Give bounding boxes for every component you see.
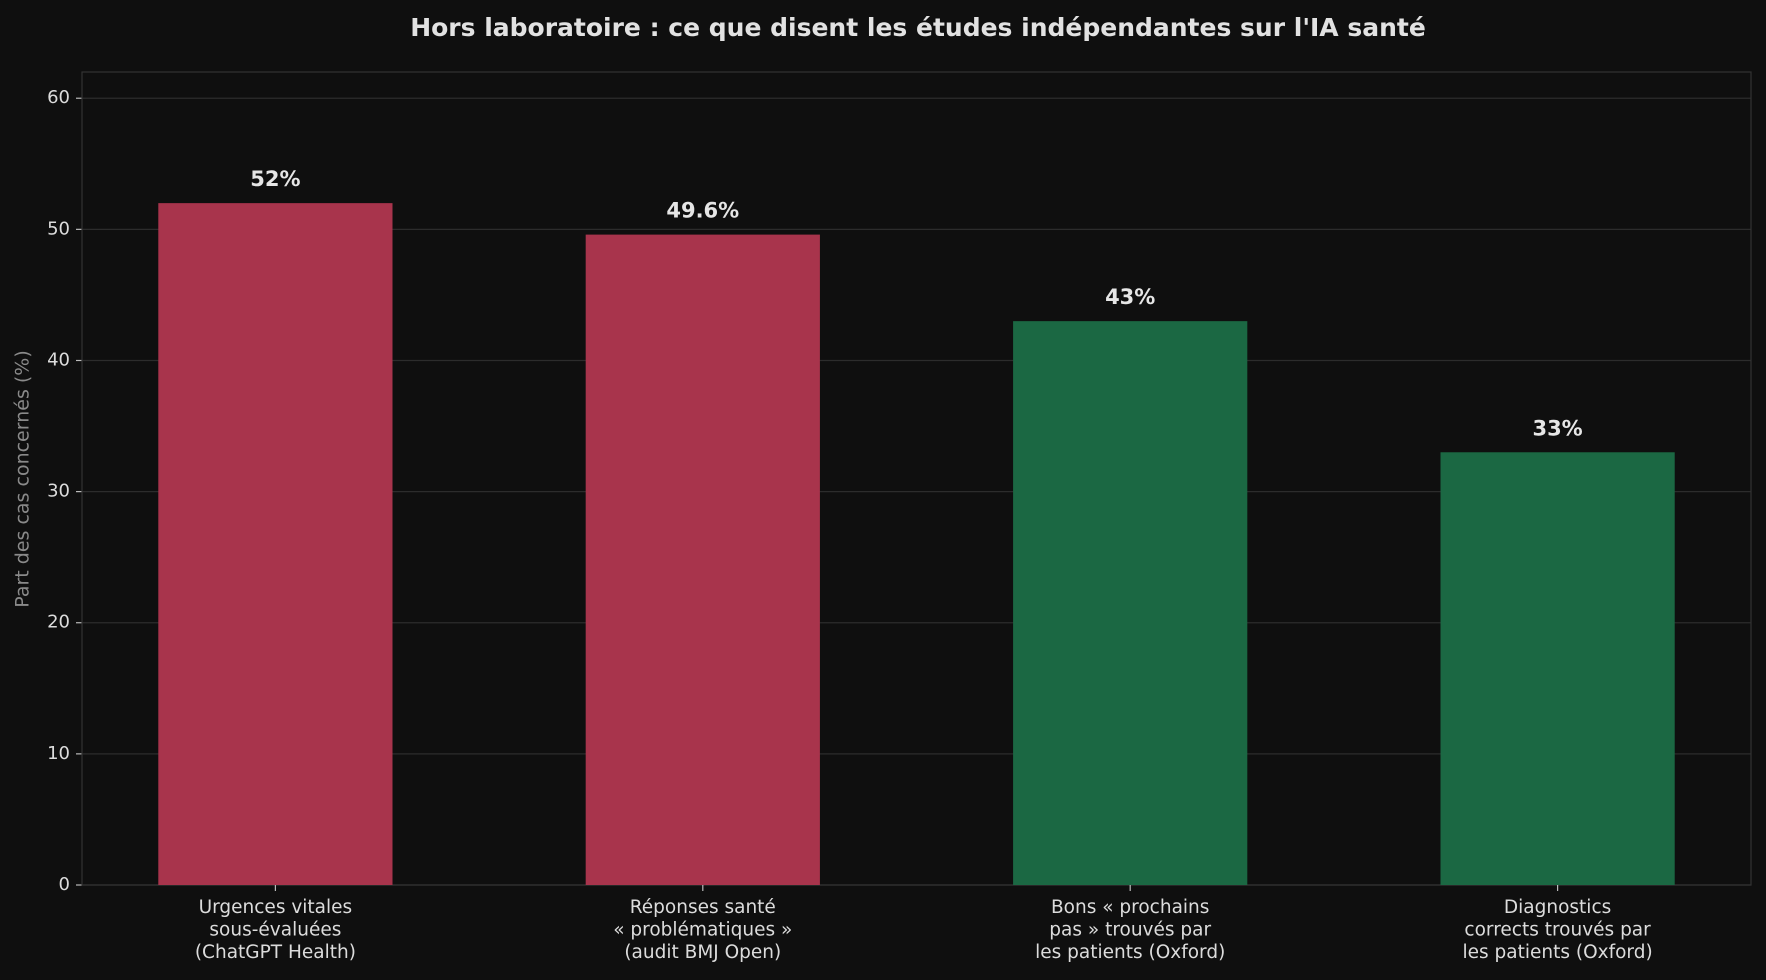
- x-tick-label: Urgences vitales sous-évaluées (ChatGPT He…: [195, 897, 356, 963]
- chart-title: Hors laboratoire : ce que disent les étu…: [410, 13, 1426, 42]
- bar: [585, 234, 820, 886]
- value-label: 43%: [1105, 285, 1155, 309]
- y-tick-label: 60: [47, 87, 70, 108]
- bar: [158, 203, 393, 885]
- y-tick-label: 10: [47, 743, 70, 764]
- value-label: 52%: [250, 167, 300, 191]
- value-label: 33%: [1532, 416, 1582, 440]
- y-axis-label: Part des cas concernés (%): [12, 350, 34, 608]
- x-tick-label: Réponses santé « problématiques » (audit B…: [613, 897, 792, 963]
- plot-frame: [81, 71, 1752, 886]
- y-tick-label: 20: [47, 612, 70, 633]
- y-tick-label: 40: [47, 349, 70, 370]
- bar: [1013, 321, 1248, 886]
- y-tick-label: 0: [59, 874, 70, 895]
- y-tick-label: 50: [47, 218, 70, 239]
- bar: [1440, 452, 1675, 885]
- value-label: 49.6%: [666, 199, 739, 223]
- x-tick-label: Diagnostics corrects trouvés par les patie…: [1462, 897, 1652, 963]
- y-tick-label: 30: [47, 481, 70, 502]
- x-tick-label: Bons « prochains pas » trouvés par les pat…: [1035, 897, 1225, 963]
